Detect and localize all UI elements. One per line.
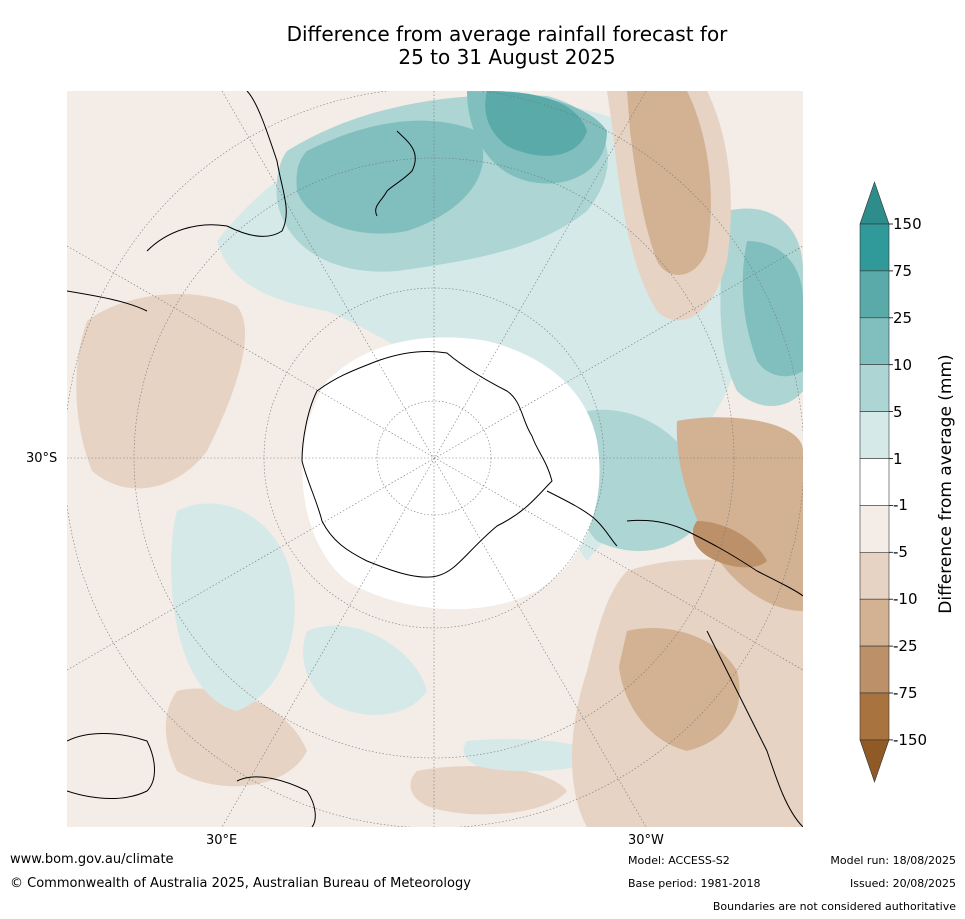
anomaly-region-wet-indian-1: [171, 503, 295, 711]
footer-website[interactable]: www.bom.gov.au/climate: [10, 852, 174, 867]
anomaly-region-dry-south-america-4: [692, 521, 767, 568]
colorbar-tick-label: 25: [893, 308, 913, 327]
lon-label-30e: 30°E: [206, 833, 238, 848]
colorbar: [859, 181, 893, 783]
coastline-africa: [67, 733, 155, 799]
rainfall-anomaly-map: [67, 91, 803, 827]
coastline-south-america: [626, 519, 803, 827]
footer-model-run: Model run: 18/08/2025: [830, 854, 956, 867]
graticule: [67, 91, 803, 827]
anomaly-region-wet-drake: [573, 409, 707, 551]
colorbar-tick-label: -75: [893, 684, 918, 702]
colorbar-bin: [859, 317, 890, 366]
anomaly-region-dry-pacific-2: [627, 91, 711, 275]
colorbar-tick-label: -150: [893, 730, 928, 749]
chart-title-line-2: 25 to 31 August 2025: [398, 45, 616, 69]
colorbar-tick-label: 75: [893, 261, 913, 280]
anomaly-region-wet-east-2: [742, 241, 803, 377]
anomaly-region-dry-south-america-3: [619, 627, 740, 751]
colorbar-tick-label: 10: [893, 355, 913, 374]
coastline-new-zealand-south: [375, 190, 388, 217]
colorbar-bin: [859, 411, 890, 459]
anomaly-region-dry-southwest: [165, 688, 307, 787]
colorbar-tick-label: -25: [893, 637, 918, 656]
colorbar-bin: [859, 270, 890, 319]
colorbar-label: Difference from average (mm): [936, 354, 956, 614]
anomaly-region-wet-pacific-3: [296, 120, 484, 234]
anomaly-region-dry-south: [410, 766, 567, 815]
colorbar-tick-label: 150: [893, 215, 922, 233]
anomaly-region-wet-south: [463, 739, 607, 772]
lon-label-30w: 30°W: [628, 833, 664, 848]
colorbar-bin: [859, 551, 890, 600]
colorbar-extend-bottom: [859, 739, 890, 783]
colorbar-bin: [859, 692, 890, 741]
colorbar-tick-label: -5: [893, 543, 908, 562]
coastline-new-zealand-north: [386, 130, 416, 192]
footer-base-period: Base period: 1981-2018: [628, 877, 761, 890]
anomaly-region-dry-west: [76, 294, 246, 489]
colorbar-tick-label: 1: [893, 449, 903, 468]
coastline-madagascar: [236, 776, 316, 827]
footer-model: Model: ACCESS-S2: [628, 854, 730, 867]
lat-label-30s: 30°S: [26, 451, 58, 466]
coastline-antarctica: [301, 350, 553, 578]
footer-issued: Issued: 20/08/2025: [849, 877, 956, 890]
footer-copyright: © Commonwealth of Australia 2025, Austra…: [10, 876, 471, 891]
coastlines: [67, 91, 803, 827]
colorbar-tick-label: 5: [893, 402, 903, 421]
colorbar-bin: [859, 364, 890, 412]
colorbar-bin: [859, 598, 890, 647]
coastline-antarctic-peninsula: [546, 490, 618, 547]
anomaly-region-neutral-antarctica: [302, 337, 600, 610]
colorbar-bin: [859, 505, 890, 553]
anomaly-region-wet-indian-2: [303, 625, 427, 715]
footer-disclaimer: Boundaries are not considered authoritat…: [712, 900, 956, 913]
colorbar-bin: [859, 458, 890, 506]
anomaly-region-wet-pacific-5: [485, 91, 587, 156]
anomaly-region-dry-south-america-2: [676, 417, 803, 611]
colorbar-tick-label: -10: [893, 590, 918, 609]
colorbar-extend-top: [859, 181, 890, 225]
colorbar-bin: [859, 645, 890, 694]
chart-title-line-1: Difference from average rainfall forecas…: [286, 22, 728, 46]
colorbar-bin: [859, 223, 890, 272]
coastline-australia: [67, 91, 287, 312]
colorbar-tick-label: -1: [893, 496, 908, 515]
